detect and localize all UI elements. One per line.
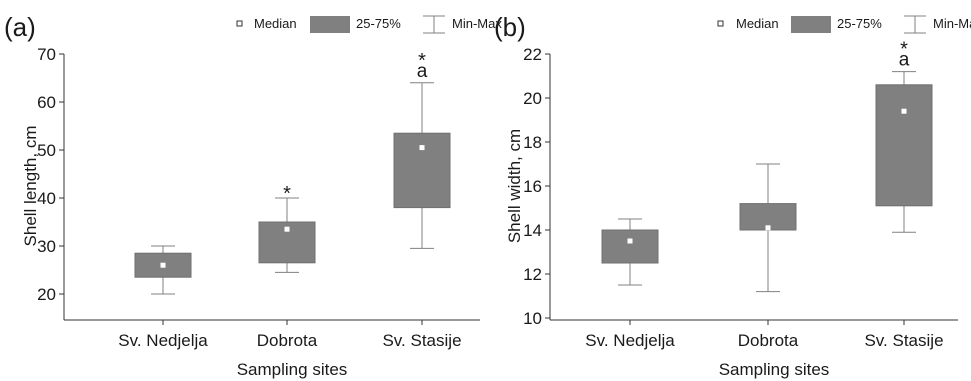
legend-b-median-marker: [717, 20, 724, 27]
y-tick-label: 30: [37, 237, 56, 256]
significance-annotation: a: [417, 61, 428, 82]
legend-a-median-label: Median: [254, 16, 297, 31]
x-tick-label: Sv. Stasije: [382, 331, 461, 350]
iqr-box: [393, 132, 451, 209]
x-axis-label: Sampling sites: [719, 360, 830, 379]
y-tick-label: 22: [523, 45, 542, 64]
y-tick-label: 50: [37, 141, 56, 160]
legend-a: Median 25-75% Min-Max: [236, 15, 502, 34]
legend-a-box-label: 25-75%: [356, 16, 401, 31]
panel-a-label: (a): [4, 12, 36, 42]
legend-b-whisker-symbol: [904, 15, 926, 34]
y-tick-label: 20: [37, 285, 56, 304]
legend-b-box-label: 25-75%: [837, 16, 882, 31]
y-axis-label: Shell length, cm: [21, 126, 40, 247]
x-axis-label: Sampling sites: [237, 360, 348, 379]
x-tick-label: Sv. Stasije: [864, 331, 943, 350]
median-marker: [901, 108, 907, 114]
y-tick-label: 14: [523, 221, 542, 240]
significance-annotation: a: [899, 50, 910, 71]
y-tick-label: 60: [37, 93, 56, 112]
x-tick-label: Sv. Nedjelja: [118, 331, 208, 350]
significance-annotation: *: [900, 39, 908, 61]
y-tick-label: 10: [523, 309, 542, 328]
legend-b: Median 25-75% Min-Max: [717, 15, 971, 34]
y-axis-label: Shell width, cm: [505, 129, 524, 243]
legend-b-whisker-label: Min-Max: [933, 16, 971, 31]
median-marker: [765, 225, 771, 231]
legend-b-box-swatch: [791, 16, 831, 33]
median-marker: [419, 145, 425, 151]
y-tick-label: 70: [37, 45, 56, 64]
legend-a-median-marker: [236, 20, 243, 27]
x-tick-label: Sv. Nedjelja: [585, 331, 675, 350]
median-marker: [284, 226, 290, 232]
x-tick-label: Dobrota: [738, 331, 799, 350]
iqr-box: [601, 229, 659, 264]
x-tick-label: Dobrota: [257, 331, 318, 350]
iqr-box: [875, 84, 933, 207]
panel-b-label: (b): [494, 12, 526, 42]
y-tick-label: 16: [523, 177, 542, 196]
y-tick-label: 12: [523, 265, 542, 284]
y-tick-label: 18: [523, 133, 542, 152]
legend-a-box-swatch: [310, 16, 350, 33]
y-tick-label: 20: [523, 89, 542, 108]
significance-annotation: *: [418, 50, 426, 72]
plot-shell-length: 20 30 40 50 60 70 Shell length, cm Sampling sit…: [21, 45, 480, 379]
legend-a-whisker-label: Min-Max: [452, 16, 502, 31]
y-tick-label: 40: [37, 189, 56, 208]
median-marker: [627, 238, 633, 244]
legend-b-median-label: Median: [736, 16, 779, 31]
legend-a-whisker-symbol: [423, 15, 445, 34]
plot-shell-width: 10 12 14 16 18 20 22 Shell width, cm Sampling si…: [505, 39, 958, 379]
median-marker: [160, 262, 166, 268]
significance-annotation: *: [283, 183, 291, 205]
